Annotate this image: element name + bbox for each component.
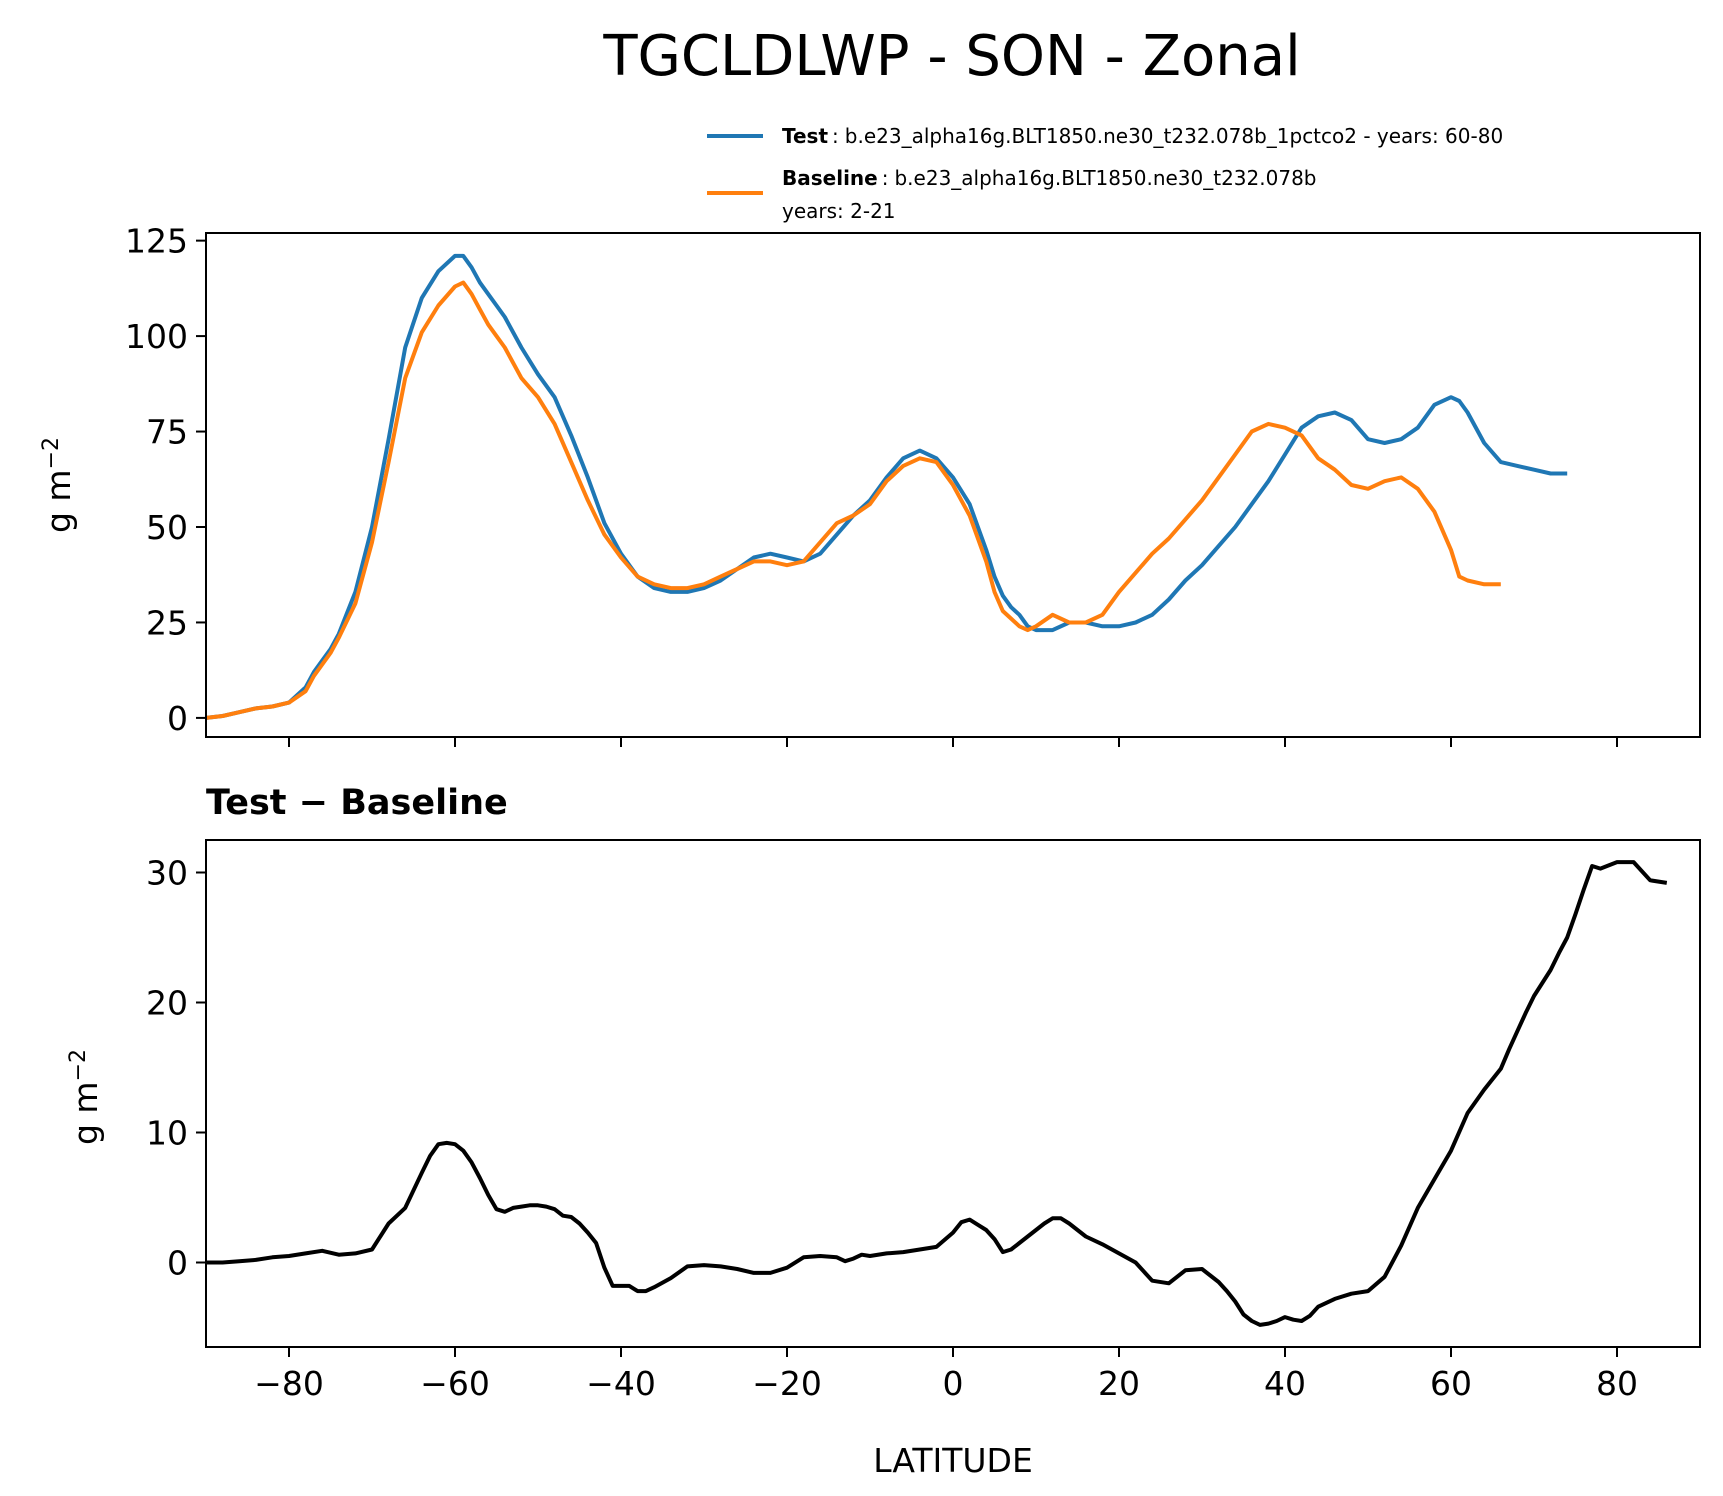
bottom-panel-series-layer	[206, 860, 1668, 1327]
bottom-panel: Test − Baseline 0 10 20 30 −80 −60 −40 −20 0 20 4…	[66, 783, 1701, 1403]
xtick-label: 40	[1264, 1364, 1306, 1403]
top-panel: 0 25 50 75 100 125 g m−2	[39, 222, 1701, 747]
top-panel-series-layer	[205, 253, 1568, 720]
legend-test-label: Test: b.e23_alpha16g.BLT1850.ne30_t232.07…	[782, 124, 1503, 148]
top-panel-yticks: 0 25 50 75 100 125	[125, 222, 206, 738]
bottom-panel-frame	[205, 839, 1701, 1348]
top-ytick-label: 100	[125, 317, 188, 356]
bottom-ytick-label: 30	[146, 854, 188, 893]
top-ytick-label: 0	[167, 699, 188, 738]
top-series-line-test	[205, 253, 1568, 720]
xtick-label: −20	[752, 1364, 822, 1403]
xtick-label: −40	[586, 1364, 656, 1403]
bottom-ytick-label: 10	[146, 1114, 188, 1153]
bottom-ytick-label: 0	[167, 1244, 188, 1283]
bottom-ytick-label: 20	[146, 984, 188, 1023]
bottom-panel-ylabel: g m−2	[66, 1049, 105, 1145]
xtick-label: −80	[254, 1364, 324, 1403]
chart-title: TGCLDLWP - SON - Zonal	[602, 24, 1300, 89]
legend-baseline-years: years: 2-21	[782, 199, 896, 223]
bottom-series-line-test-baseline	[206, 860, 1668, 1327]
top-panel-xticks	[288, 737, 1618, 747]
xtick-label: −60	[420, 1364, 490, 1403]
top-ytick-label: 125	[125, 222, 188, 261]
legend-baseline-label: Baseline: b.e23_alpha16g.BLT1850.ne30_t23…	[782, 166, 1317, 190]
top-panel-ylabel: g m−2	[39, 437, 78, 533]
xtick-label: 0	[943, 1364, 964, 1403]
top-ytick-label: 50	[146, 508, 188, 547]
bottom-panel-yticks: 0 10 20 30	[146, 854, 206, 1283]
x-axis-label: LATITUDE	[873, 1441, 1033, 1480]
difference-subtitle: Test − Baseline	[206, 783, 508, 823]
bottom-panel-xticks: −80 −60 −40 −20 0 20 40 60 80	[254, 1347, 1638, 1403]
top-series-line-baseline	[205, 280, 1501, 720]
legend: Test: b.e23_alpha16g.BLT1850.ne30_t232.07…	[707, 124, 1503, 223]
top-panel-frame	[205, 232, 1701, 738]
top-ytick-label: 75	[146, 413, 188, 452]
xtick-label: 60	[1430, 1364, 1472, 1403]
xtick-label: 20	[1098, 1364, 1140, 1403]
top-ytick-label: 25	[146, 603, 188, 642]
xtick-label: 80	[1596, 1364, 1638, 1403]
